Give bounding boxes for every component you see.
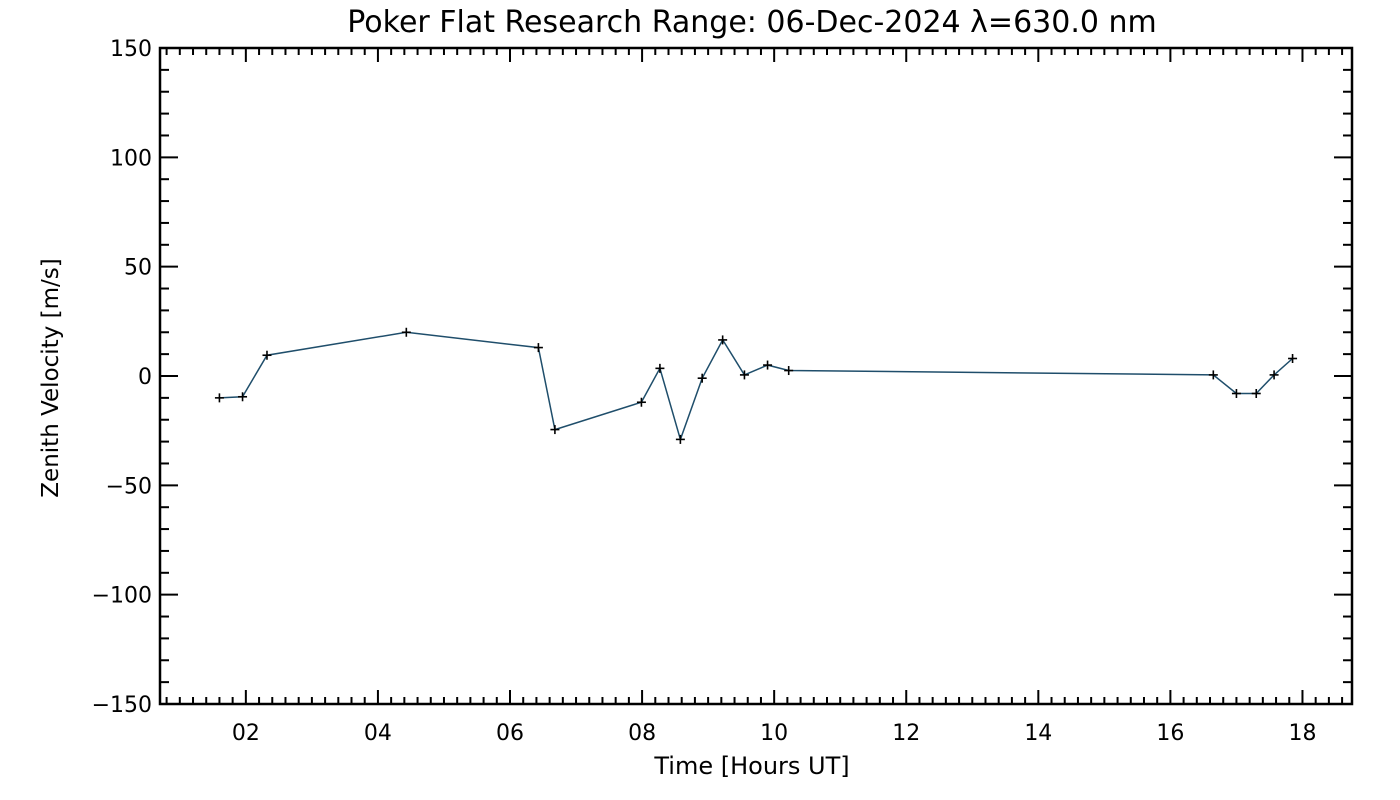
data-point-marker: [214, 393, 224, 403]
tick-labels: 02 04 06 08 10 12 14 16 18 150 100 50 0 −50 −100 −150: [92, 37, 1317, 746]
data-point-marker: [697, 373, 707, 383]
x-tick-label: 18: [1288, 721, 1316, 746]
data-point-marker: [636, 397, 646, 407]
data-point-marker: [655, 363, 665, 373]
data-point-marker: [1208, 370, 1218, 380]
y-tick-label: −50: [106, 474, 152, 499]
y-tick-label: 0: [138, 365, 152, 390]
data-point-marker: [1231, 388, 1241, 398]
y-tick-label: −100: [92, 584, 152, 609]
x-tick-label: 10: [760, 721, 788, 746]
data-point-marker: [262, 350, 272, 360]
data-point-marker: [1269, 370, 1279, 380]
series: [214, 327, 1298, 444]
data-point-marker: [784, 366, 794, 376]
x-tick-label: 06: [496, 721, 524, 746]
data-point-marker: [238, 392, 248, 402]
data-point-marker: [1288, 354, 1298, 364]
data-point-marker: [533, 343, 543, 353]
x-tick-label: 14: [1024, 721, 1052, 746]
x-tick-label: 04: [364, 721, 392, 746]
x-tick-label: 12: [892, 721, 920, 746]
x-tick-label: 16: [1156, 721, 1184, 746]
data-point-marker: [763, 360, 773, 370]
x-tick-label: 08: [628, 721, 656, 746]
y-tick-label: 50: [124, 256, 152, 281]
chart-title: Poker Flat Research Range: 06-Dec-2024 λ…: [347, 5, 1156, 40]
y-tick-label: 150: [110, 37, 152, 62]
data-point-marker: [401, 327, 411, 337]
y-axis-label: Zenith Velocity [m/s]: [38, 258, 64, 497]
data-point-marker: [675, 434, 685, 444]
data-point-marker: [1251, 388, 1261, 398]
axis-ticks: [160, 47, 1352, 705]
y-tick-label: −150: [92, 693, 152, 718]
y-tick-label: 100: [110, 146, 152, 171]
x-tick-label: 02: [232, 721, 260, 746]
data-point-marker: [718, 335, 728, 345]
data-point-marker: [739, 370, 749, 380]
data-point-marker: [550, 425, 560, 435]
x-axis-label: Time [Hours UT]: [653, 752, 849, 780]
